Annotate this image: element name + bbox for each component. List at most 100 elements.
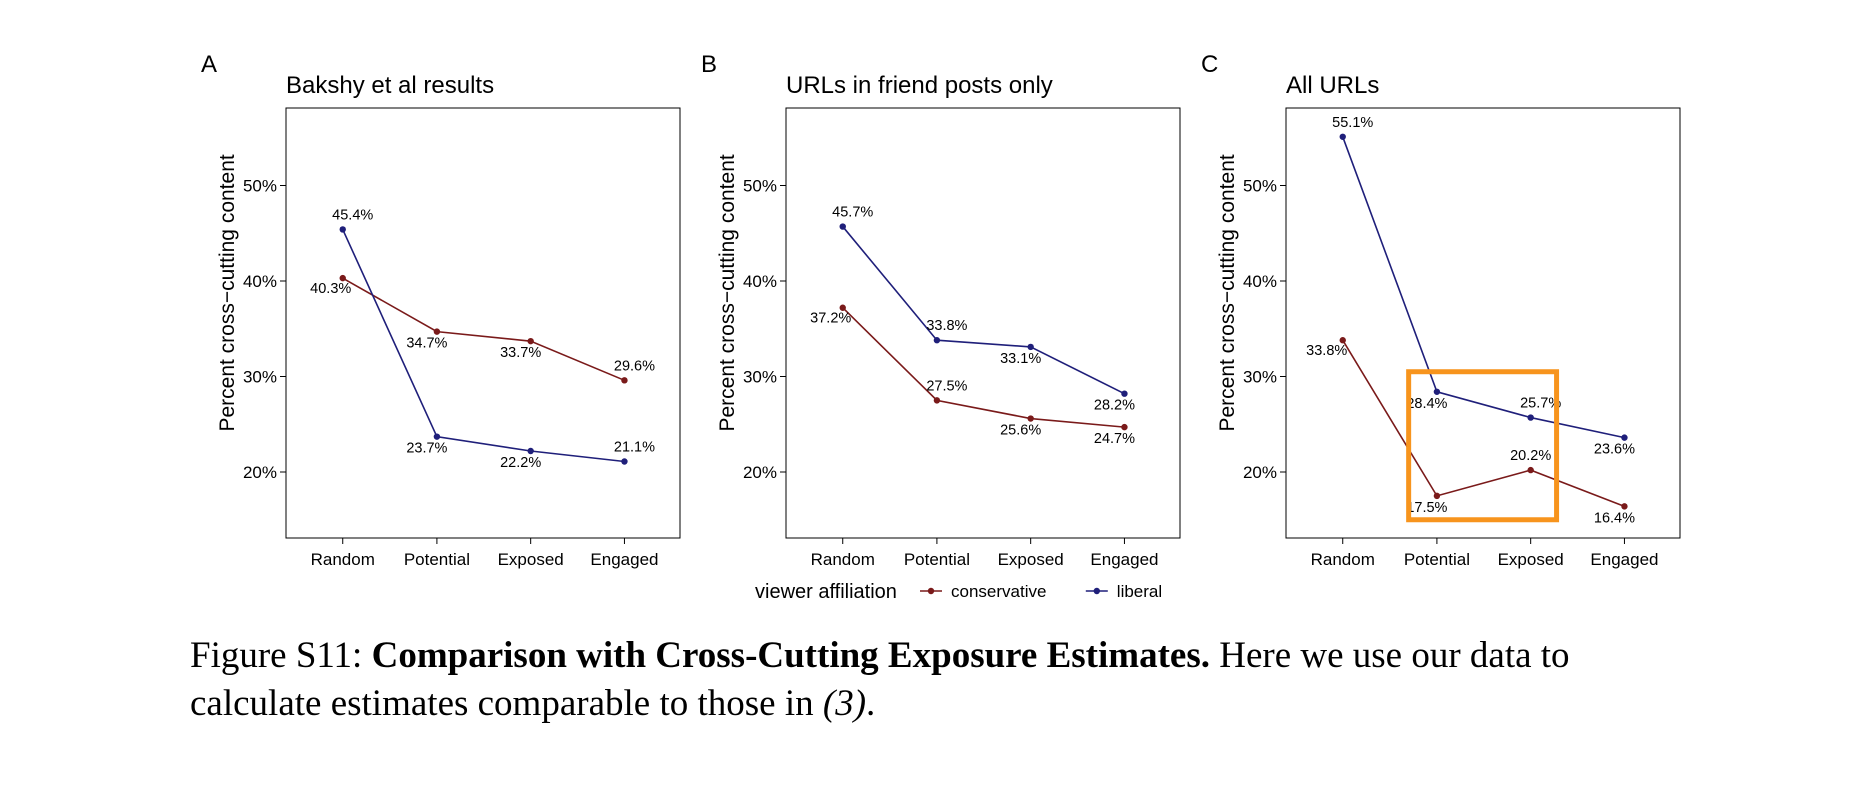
ytick-label: 40%: [743, 272, 777, 291]
data-point-conservative: [339, 274, 346, 282]
series-line-liberal: [342, 229, 625, 463]
xtick-label: Potential: [904, 550, 970, 569]
data-point-liberal: [1433, 388, 1441, 395]
ytick-label: 30%: [243, 368, 277, 387]
panel-a: A Bakshy et al results 20% 30% 40% 50% Random P…: [201, 51, 681, 569]
legend-label-liberal: liberal: [1117, 582, 1162, 601]
panel-letter: B: [701, 51, 717, 78]
data-point-liberal: [621, 458, 628, 465]
xtick-label: Random: [311, 550, 375, 569]
data-label-conservative: 16.4%: [1594, 510, 1635, 526]
series-line-conservative: [342, 277, 625, 382]
legend: viewer affiliation conservative liberal: [755, 581, 1162, 603]
series-line-liberal: [1341, 136, 1625, 439]
data-point-conservative: [1339, 337, 1346, 344]
data-point-conservative: [1433, 492, 1441, 500]
figure-caption: Figure S11: Comparison with Cross-Cuttin…: [190, 632, 1710, 728]
data-point-liberal: [1527, 414, 1534, 421]
data-point-conservative: [1121, 423, 1128, 431]
data-label-conservative: 29.6%: [614, 358, 655, 374]
panel-title: URLs in friend posts only: [786, 72, 1053, 99]
data-point-conservative: [527, 337, 534, 345]
data-label-liberal: 45.4%: [332, 207, 373, 223]
data-point-conservative: [1621, 503, 1628, 510]
y-axis-label: Percent cross−cutting content: [716, 154, 739, 431]
ytick-label: 20%: [743, 463, 777, 482]
xtick-label: Potential: [1404, 550, 1470, 569]
y-axis-label: Percent cross−cutting content: [216, 154, 239, 431]
xtick-label: Random: [1311, 550, 1375, 569]
plot-frame: [1285, 107, 1681, 539]
data-point-liberal: [433, 433, 441, 440]
caption-bold: Comparison with Cross-Cutting Exposure E…: [371, 635, 1210, 676]
data-label-liberal: 55.1%: [1332, 115, 1373, 131]
figure-panels: A Bakshy et al results 20% 30% 40% 50% Random P…: [201, 51, 1681, 603]
xtick-label: Engaged: [590, 550, 658, 569]
ytick-label: 20%: [243, 463, 277, 482]
panel-title: Bakshy et al results: [286, 72, 494, 99]
xtick-label: Exposed: [498, 550, 564, 569]
data-label-liberal: 33.8%: [926, 318, 967, 334]
data-label-conservative: 40.3%: [310, 281, 351, 297]
data-point-conservative: [621, 377, 628, 384]
ytick-label: 50%: [743, 177, 777, 196]
data-label-liberal: 25.7%: [1520, 396, 1561, 412]
xtick-label: Random: [811, 550, 875, 569]
ytick-label: 30%: [743, 368, 777, 387]
ytick-label: 50%: [243, 177, 277, 196]
data-point-liberal: [1121, 390, 1128, 397]
plot-frame: [785, 107, 1181, 539]
data-label-conservative: 37.2%: [810, 311, 851, 327]
data-point-liberal: [339, 226, 346, 233]
data-label-conservative: 17.5%: [1406, 500, 1447, 516]
data-point-conservative: [1527, 466, 1534, 474]
highlight-box: [1406, 369, 1560, 523]
caption-citation: (3): [822, 683, 867, 724]
data-label-liberal: 28.4%: [1406, 396, 1447, 412]
caption-text: Here we use our data to calculate estima…: [190, 635, 1570, 724]
xtick-label: Potential: [404, 550, 470, 569]
data-point-liberal: [933, 337, 941, 344]
data-point-conservative: [1027, 415, 1034, 422]
y-axis-label: Percent cross−cutting content: [1216, 154, 1239, 431]
series-line-conservative: [1342, 339, 1625, 508]
data-point-liberal: [1027, 343, 1034, 351]
legend-key-point-liberal: [1093, 587, 1101, 595]
xtick-label: Exposed: [998, 550, 1064, 569]
panel-c: C All URLs 20% 30% 40% 50% Random Potential Expo…: [1201, 51, 1681, 569]
ytick-label: 40%: [243, 272, 277, 291]
legend-label-conservative: conservative: [951, 582, 1046, 601]
legend-key-point-conservative: [927, 587, 935, 595]
panel-letter: A: [201, 51, 217, 78]
data-point-liberal: [1339, 133, 1346, 140]
xtick-label: Exposed: [1498, 550, 1564, 569]
panel-b: B URLs in friend posts only 20% 30% 40% 50% Ra…: [701, 51, 1181, 569]
panel-title: All URLs: [1286, 72, 1379, 99]
series-line-conservative: [842, 307, 1125, 428]
data-label-conservative: 34.7%: [406, 336, 447, 352]
data-label-conservative: 33.7%: [500, 345, 541, 361]
data-point-liberal: [1621, 434, 1628, 441]
panel-letter: C: [1201, 51, 1218, 78]
ytick-label: 30%: [1243, 368, 1277, 387]
ytick-label: 40%: [1243, 272, 1277, 291]
data-label-liberal: 45.7%: [832, 205, 873, 221]
data-label-liberal: 28.2%: [1094, 398, 1135, 414]
data-label-liberal: 23.6%: [1594, 442, 1635, 458]
plot-frame: [285, 107, 681, 539]
data-point-liberal: [839, 223, 846, 230]
data-point-conservative: [933, 397, 941, 404]
xtick-label: Engaged: [1590, 550, 1658, 569]
data-label-conservative: 24.7%: [1094, 431, 1135, 447]
data-point-liberal: [527, 447, 534, 455]
ytick-label: 50%: [1243, 177, 1277, 196]
data-label-conservative: 33.8%: [1306, 343, 1347, 359]
data-label-conservative: 20.2%: [1510, 448, 1551, 464]
legend-title: viewer affiliation: [755, 581, 897, 603]
data-point-conservative: [433, 328, 441, 335]
xtick-label: Engaged: [1090, 550, 1158, 569]
data-label-conservative: 25.6%: [1000, 423, 1041, 439]
data-point-conservative: [839, 304, 846, 311]
data-label-liberal: 22.2%: [500, 455, 541, 471]
data-label-liberal: 33.1%: [1000, 351, 1041, 367]
